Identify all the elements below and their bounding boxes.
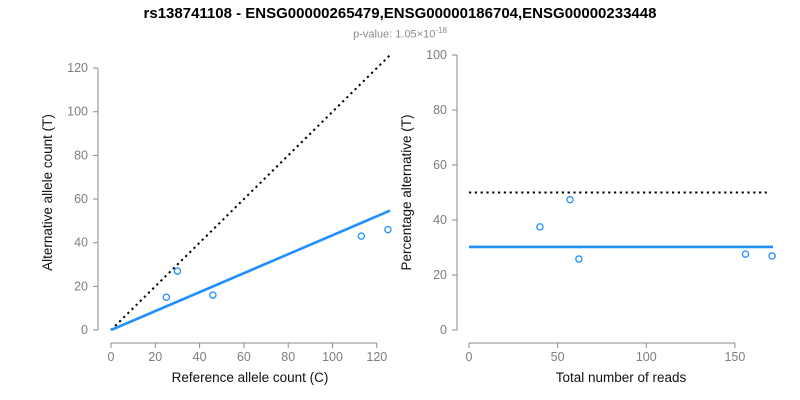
y-tick-label: 20 [433,268,447,282]
x-tick-label: 150 [724,350,745,364]
x-tick-label: 0 [466,350,473,364]
p-value-subtitle: p-value: 1.05×10-18 [0,26,800,41]
percentage-alternative-scatter: 0 50 100 150 0 20 40 60 80 100 Total number of rea… [399,48,776,385]
x-axis-title: Reference allele count (C) [172,370,329,385]
x-axis-title: Total number of reads [556,370,687,385]
y-tick-label: 60 [433,158,447,172]
y-tick-label: 60 [74,192,88,206]
y-tick-label: 40 [74,236,88,250]
x-tick-label: 120 [366,350,387,364]
x-tick-label: 100 [322,350,343,364]
allele-counts-scatter: 0 20 40 60 80 100 120 0 20 40 60 80 100 120 Reference … [40,54,392,385]
y-tick-label: 100 [426,48,447,62]
y-tick-label: 20 [74,279,88,293]
p-value-exponent: -18 [435,26,447,35]
y-tick-label: 80 [433,103,447,117]
chart-title: rs138741108 - ENSG00000265479,ENSG000001… [143,5,657,22]
data-point [575,255,583,263]
x-tick-label: 0 [108,350,115,364]
y-axis-title: Alternative allele count (T) [40,114,55,271]
x-tick-label: 50 [551,350,565,364]
data-point [768,252,776,260]
data-point [209,291,217,299]
y-tick-label: 0 [81,323,88,337]
x-tick-label: 40 [193,350,207,364]
x-tick-label: 100 [636,350,657,364]
y-tick-label: 40 [433,213,447,227]
x-tick-label: 20 [148,350,162,364]
y-tick-label: 0 [440,323,447,337]
data-point [536,223,544,231]
data-point [566,195,574,204]
x-tick-label: 80 [281,350,295,364]
x-tick-label: 60 [237,350,251,364]
p-value-text: p-value: 1.05×10 [353,28,436,41]
data-point [162,293,171,302]
y-tick-label: 80 [74,148,88,162]
data-point [357,232,366,240]
data-point [384,225,392,234]
identity-line [110,54,391,331]
fit-line [110,209,391,332]
data-point [741,250,750,258]
y-tick-label: 100 [67,105,88,119]
y-tick-label: 120 [67,61,88,75]
y-axis-title: Percentage alternative (T) [399,114,414,270]
data-point [173,267,182,275]
